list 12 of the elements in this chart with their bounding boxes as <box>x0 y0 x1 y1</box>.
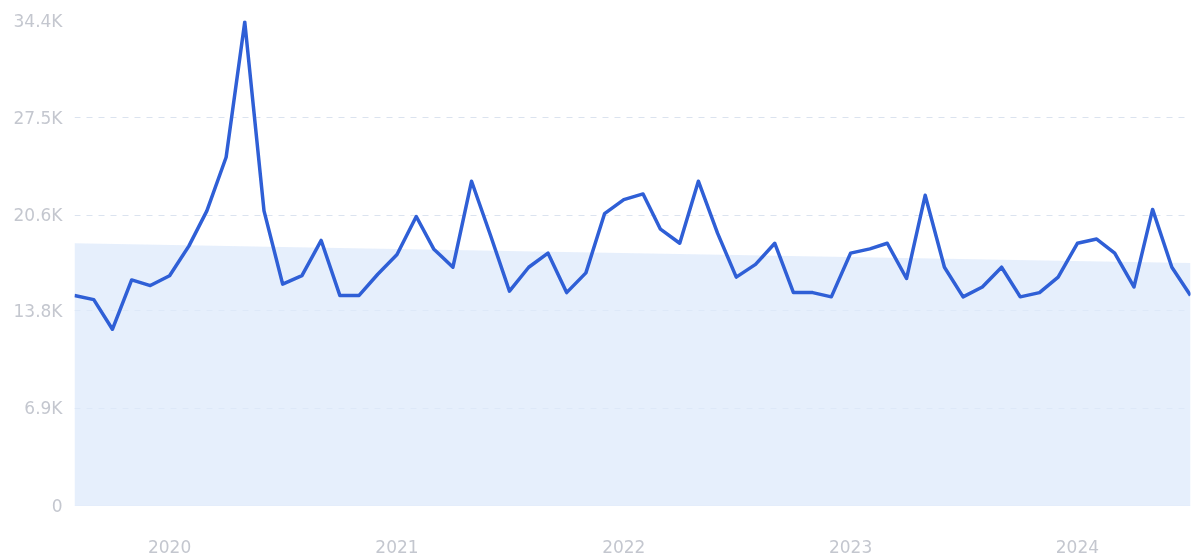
y-tick-label: 6.9K <box>24 398 64 419</box>
x-tick-label: 2024 <box>1055 536 1100 555</box>
x-tick-label: 2022 <box>602 536 646 555</box>
line-series <box>74 20 1191 332</box>
y-tick-label: 20.6K <box>13 205 64 226</box>
x-tick-label: 2021 <box>375 536 419 555</box>
y-tick-label: 13.8K <box>13 300 64 321</box>
x-tick-label: 2020 <box>147 536 192 555</box>
y-tick-label: 0 <box>51 495 63 516</box>
x-tick-label: 2023 <box>828 536 873 555</box>
y-tick-label: 27.5K <box>13 107 64 128</box>
y-tick-label: 34.4K <box>13 10 64 31</box>
